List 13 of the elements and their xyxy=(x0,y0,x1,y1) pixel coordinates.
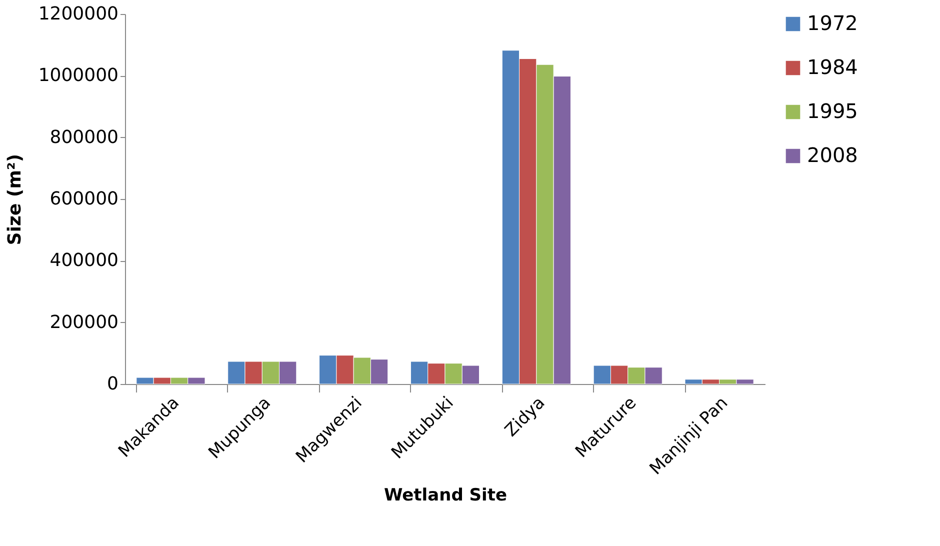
y-axis-title: Size (m²) xyxy=(4,154,26,246)
y-tick-label: 1200000 xyxy=(38,4,118,24)
x-axis-title: Wetland Site xyxy=(384,486,508,506)
y-tick-label: 1000000 xyxy=(38,65,118,86)
y-tick-label: 200000 xyxy=(50,312,118,333)
y-tick-label: 0 xyxy=(107,374,118,394)
legend-label: 1984 xyxy=(807,55,858,79)
legend-label: 1972 xyxy=(807,11,858,35)
y-tick-label: 600000 xyxy=(50,188,118,210)
legend-label: 1995 xyxy=(807,99,858,123)
legend-label: 2008 xyxy=(807,143,858,167)
y-tick-label: 400000 xyxy=(50,250,118,272)
y-tick-label: 800000 xyxy=(50,126,118,148)
